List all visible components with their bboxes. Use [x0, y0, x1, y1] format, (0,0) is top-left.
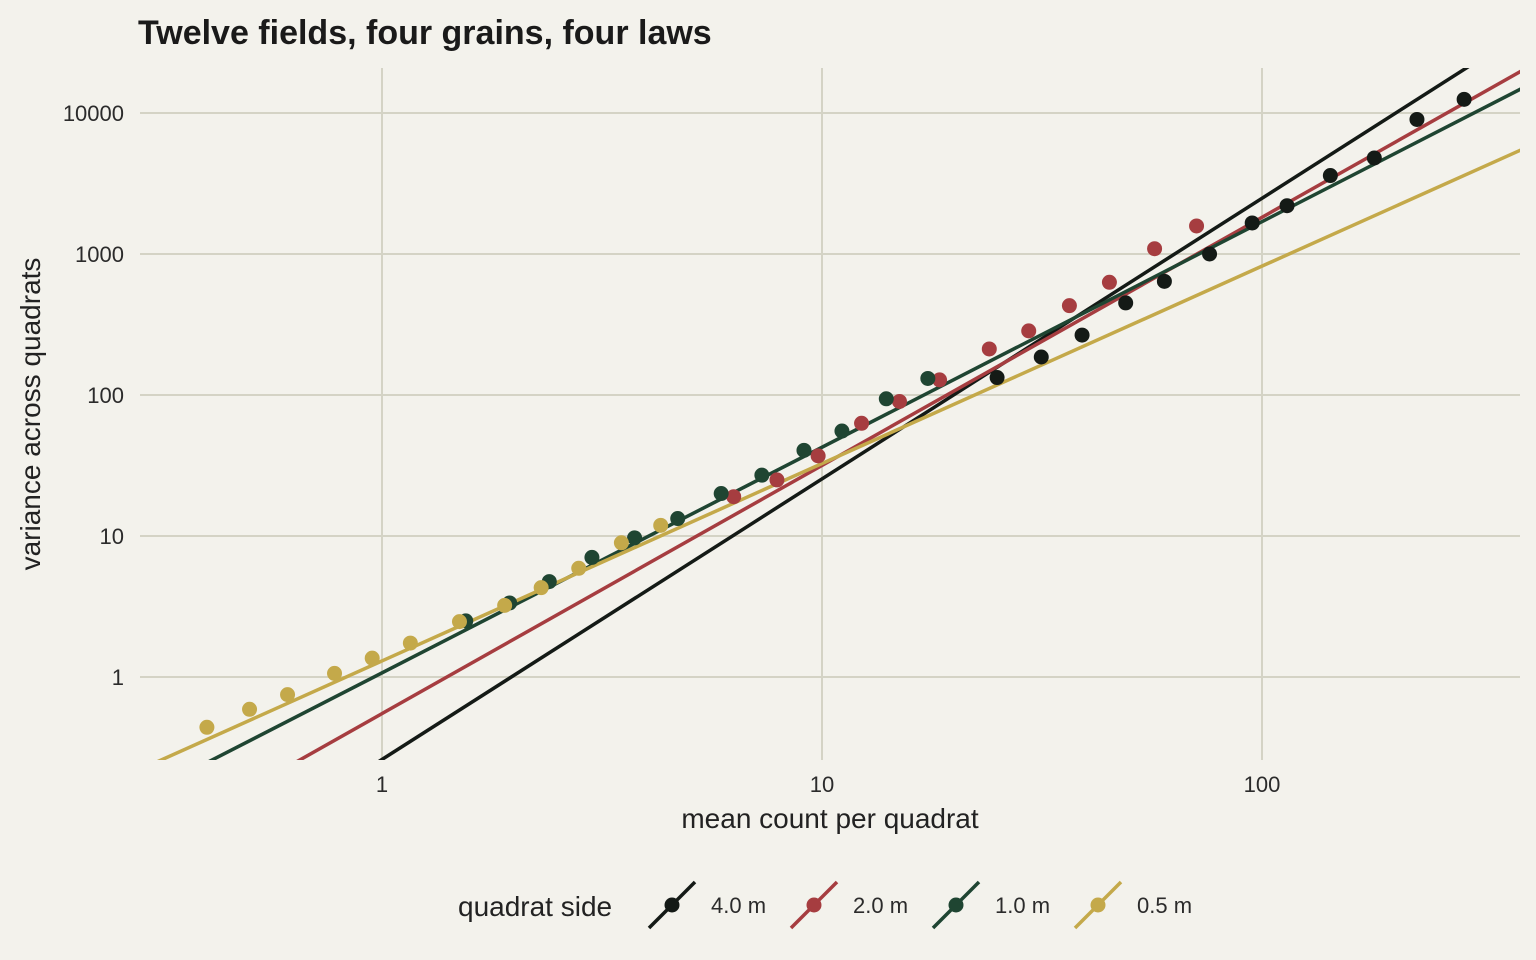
- x-tick-label: 1: [376, 772, 388, 797]
- data-point: [364, 650, 380, 666]
- y-tick-label: 1000: [75, 242, 124, 267]
- data-point: [754, 467, 770, 483]
- y-tick-label: 100: [87, 383, 124, 408]
- data-point: [810, 448, 826, 464]
- legend: quadrat side 4.0 m 2.0 m 1.0 m 0.5 m: [458, 880, 1192, 930]
- data-point: [713, 486, 729, 502]
- legend-label: 0.5 m: [1137, 893, 1192, 918]
- data-point: [878, 391, 894, 407]
- data-point: [1189, 218, 1205, 234]
- data-point: [1147, 241, 1163, 257]
- fit-line: [156, 148, 1520, 760]
- data-point: [726, 489, 742, 505]
- data-point: [199, 719, 215, 735]
- data-point: [854, 415, 870, 431]
- data-point: [327, 665, 343, 681]
- grid: [140, 68, 1520, 760]
- data-point: [670, 511, 686, 527]
- legend-key-point: [948, 897, 964, 913]
- data-point: [891, 393, 907, 409]
- data-point: [451, 614, 467, 630]
- chart-title: Twelve fields, four grains, four laws: [138, 14, 712, 52]
- data-point: [1202, 246, 1218, 262]
- data-point: [280, 687, 296, 703]
- fit-line: [208, 87, 1520, 760]
- data-point: [1074, 327, 1090, 343]
- legend-label: 1.0 m: [995, 893, 1050, 918]
- data-point: [920, 370, 936, 386]
- data-point: [769, 472, 785, 488]
- y-tick-label: 10: [100, 524, 124, 549]
- data-point: [1101, 274, 1117, 290]
- data-point: [932, 372, 948, 388]
- data-point: [1061, 298, 1077, 314]
- data-point: [402, 635, 418, 651]
- data-point: [1409, 111, 1425, 127]
- legend-key-point: [1090, 897, 1106, 913]
- x-tick-label: 100: [1244, 772, 1281, 797]
- data-points: [199, 91, 1472, 735]
- x-axis-ticks: 1 10 100: [376, 772, 1280, 797]
- x-tick-label: 10: [810, 772, 834, 797]
- data-point: [613, 535, 629, 551]
- data-point: [1322, 168, 1338, 184]
- data-point: [834, 423, 850, 439]
- fit-lines: [156, 68, 1520, 760]
- legend-label: 2.0 m: [853, 893, 908, 918]
- legend-label: 4.0 m: [711, 893, 766, 918]
- data-point: [627, 530, 643, 546]
- y-axis-title: variance across quadrats: [15, 258, 46, 571]
- data-point: [571, 560, 587, 576]
- data-point: [1279, 198, 1295, 214]
- x-axis-title: mean count per quadrat: [681, 803, 979, 834]
- data-point: [1021, 323, 1037, 339]
- y-tick-label: 1: [112, 665, 124, 690]
- legend-title: quadrat side: [458, 891, 612, 922]
- data-point: [1456, 91, 1472, 107]
- data-point: [796, 442, 812, 458]
- data-point: [1033, 349, 1049, 365]
- data-point: [1156, 273, 1172, 289]
- data-point: [242, 701, 258, 717]
- data-point: [533, 580, 549, 596]
- data-point: [584, 549, 600, 565]
- data-point: [1244, 215, 1260, 231]
- data-point: [1366, 150, 1382, 166]
- legend-key-point: [664, 897, 680, 913]
- data-point: [653, 517, 669, 533]
- data-point: [497, 597, 513, 613]
- legend-key-point: [806, 897, 822, 913]
- y-tick-label: 10000: [63, 101, 124, 126]
- data-point: [1118, 295, 1134, 311]
- y-axis-ticks: 1 10 100 1000 10000: [63, 101, 124, 690]
- data-point: [989, 370, 1005, 386]
- fit-line: [377, 68, 1470, 760]
- data-point: [981, 341, 997, 357]
